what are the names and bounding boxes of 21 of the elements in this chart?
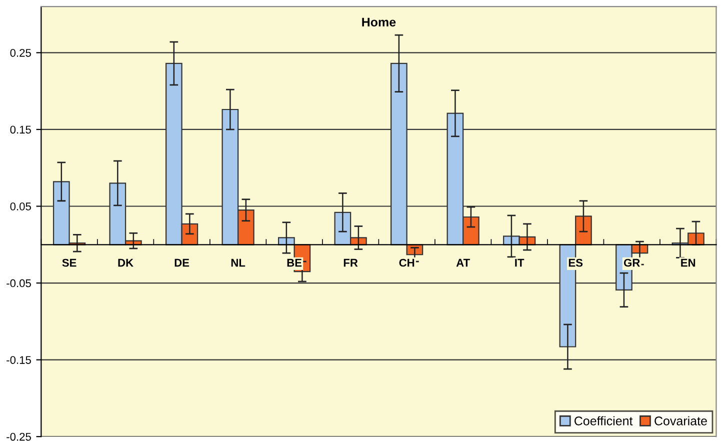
legend-label: Covariate <box>654 416 707 426</box>
x-tick-label: IT <box>515 258 524 267</box>
x-tick-label: NL <box>231 258 246 267</box>
x-tick-label: BE <box>287 258 302 267</box>
y-tick-label: 0.15 <box>10 126 31 134</box>
text: Home <box>362 18 396 27</box>
legend-label: Coefficient <box>574 416 633 426</box>
x-tick-label: GR <box>624 258 640 267</box>
y-tick-label: -0.25 <box>6 432 31 441</box>
x-tick-label: FR <box>344 258 358 267</box>
y-tick-label: -0.05 <box>6 279 31 288</box>
x-tick-label: DK <box>118 258 134 267</box>
y-tick-label: 0.25 <box>10 48 31 57</box>
y-tick-label: 0.05 <box>10 202 31 210</box>
x-tick-label: DE <box>174 258 190 267</box>
y-tick-label: -0.15 <box>6 356 31 364</box>
x-tick-label: CH <box>399 258 414 267</box>
x-tick-label: EN <box>681 258 696 267</box>
x-tick-label: ES <box>568 258 583 267</box>
x-tick-label: SE <box>62 258 76 267</box>
x-tick-label: AT <box>456 258 470 267</box>
